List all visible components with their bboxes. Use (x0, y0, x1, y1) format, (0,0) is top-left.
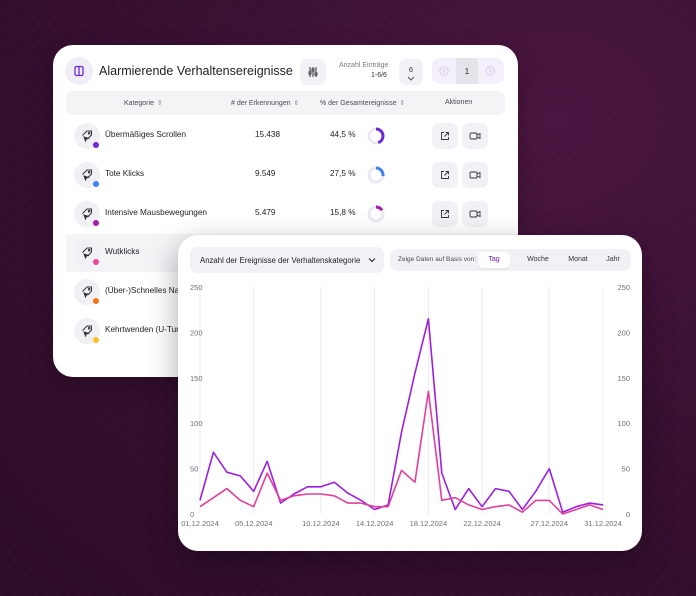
chevron-down-icon (368, 258, 376, 263)
x-tick-label: 18.12.2024 (410, 519, 448, 528)
video-icon[interactable] (462, 123, 488, 149)
y-tick-label-right: 250 (617, 283, 630, 292)
video-icon[interactable] (462, 201, 488, 227)
category-color-dot (93, 259, 99, 265)
table-row[interactable]: Übermäßiges Scrollen 15.438 44,5 % (66, 117, 518, 155)
ring-fill (367, 127, 385, 145)
share-percent: 15,8 % (330, 208, 356, 217)
external-link-icon[interactable] (432, 162, 458, 188)
category-label: Intensive Mausbewegungen (105, 208, 207, 217)
share-ring-chart (367, 166, 385, 184)
tag-cursor-icon (74, 240, 100, 266)
x-tick-label: 27.12.2024 (530, 519, 568, 528)
table-row[interactable]: Tote Klicks 9.549 27,5 % (66, 156, 518, 194)
series-line-1 (199, 318, 604, 514)
current-page[interactable]: 1 (456, 58, 478, 84)
detection-count: 5.479 (255, 208, 276, 217)
arrow-left-icon (439, 66, 449, 76)
period-tab-month[interactable]: Monat (568, 256, 588, 263)
category-label: Kehrtwenden (U-Turns) (105, 325, 191, 334)
sort-icon: ⇕ (156, 100, 163, 107)
table-row[interactable]: Intensive Mausbewegungen 5.479 15,8 % (66, 195, 518, 233)
video-icon[interactable] (462, 162, 488, 188)
column-header-label: Aktionen (445, 99, 473, 106)
sort-icon: ⇕ (293, 100, 299, 107)
entries-label: Anzahl Einträge (339, 62, 389, 69)
external-link-icon[interactable] (432, 123, 458, 149)
x-tick-label: 05.12.2024 (235, 519, 273, 528)
prev-page-button[interactable] (432, 58, 456, 84)
y-tick-label-right: 150 (617, 374, 630, 383)
x-tick-label: 31.12.2024 (584, 519, 622, 528)
ring-fill (367, 205, 385, 223)
category-color-dot (93, 181, 99, 187)
line-chart: 0 0 50 50 100 100 150 150 200 200 250 250 01.12.2024… (181, 283, 630, 528)
y-tick-label-right: 100 (617, 419, 630, 428)
y-tick-label-left: 200 (190, 328, 203, 337)
category-label: Tote Klicks (105, 169, 145, 178)
share-ring-chart (367, 205, 385, 223)
period-label: Zeige Daten auf Basis von: (398, 256, 477, 263)
category-label: Übermäßiges Scrollen (105, 130, 186, 139)
events-chart-card: Anzahl der Ereignisse der Verhaltenskate… (178, 235, 642, 551)
entries-range: 1-6/6 (371, 72, 387, 79)
y-tick-label-left: 150 (190, 374, 203, 383)
sort-icon: ⇕ (399, 100, 406, 107)
detection-count: 15.438 (255, 130, 281, 139)
chevron-down-icon (407, 76, 415, 81)
category-color-dot (93, 142, 99, 148)
y-tick-label-right: 0 (626, 510, 630, 519)
y-tick-label-left: 0 (190, 510, 194, 519)
column-header-label: Kategorie (124, 100, 154, 107)
series-line-2 (199, 390, 604, 515)
card-title: Alarmierende Verhaltensereignisse (99, 64, 293, 78)
ring-fill (367, 166, 385, 184)
y-tick-label-left: 50 (190, 465, 198, 474)
card-header: Alarmierende Verhaltensereignisse Anzahl… (53, 45, 518, 97)
category-dropdown[interactable]: Anzahl der Ereignisse der Verhaltenskate… (190, 247, 384, 273)
column-header-actions: Aktionen (445, 99, 472, 106)
detection-count: 9.549 (255, 169, 276, 178)
x-tick-label: 14.12.2024 (356, 519, 394, 528)
next-page-button[interactable] (478, 58, 502, 84)
period-tab-year[interactable]: Jahr (606, 256, 620, 263)
category-color-dot (93, 220, 99, 226)
category-color-dot (93, 298, 99, 304)
category-color-dot (93, 337, 99, 343)
column-header-share[interactable]: % der Gesamtereignisse ⇕ (320, 99, 405, 107)
x-tick-label: 10.12.2024 (302, 519, 340, 528)
y-tick-label-left: 250 (190, 283, 203, 292)
dropdown-label: Anzahl der Ereignisse der Verhaltenskate… (200, 256, 361, 265)
x-tick-label: 01.12.2024 (181, 519, 219, 528)
y-tick-label-right: 200 (617, 328, 630, 337)
logo-icon[interactable] (65, 57, 93, 85)
y-tick-label-left: 100 (190, 419, 203, 428)
arrow-right-icon (485, 66, 495, 76)
column-header-label: % der Gesamtereignisse (320, 100, 397, 107)
category-label: (Über-)Schnelles Navigieren (105, 286, 208, 295)
share-ring-chart (367, 127, 385, 145)
column-header-label: # der Erkennungen (231, 100, 291, 107)
pagination: 1 (432, 58, 504, 84)
x-tick-label: 22.12.2024 (463, 519, 501, 528)
table-header: Kategorie ⇕ # der Erkennungen ⇕ % der Gesa… (66, 91, 505, 115)
period-switch: Zeige Daten auf Basis von: Tag Woche Mon… (390, 249, 631, 271)
column-header-detections[interactable]: # der Erkennungen ⇕ (231, 99, 299, 107)
period-tab-week[interactable]: Woche (527, 256, 549, 263)
column-header-category[interactable]: Kategorie ⇕ (124, 99, 162, 107)
page-size-value: 6 (408, 65, 414, 74)
category-label: Wutklicks (105, 247, 140, 256)
y-tick-label-right: 50 (622, 465, 630, 474)
share-percent: 44,5 % (330, 130, 356, 139)
share-percent: 27,5 % (330, 169, 356, 178)
period-tab-day[interactable]: Tag (478, 252, 510, 268)
page-size-select[interactable]: 6 (399, 59, 423, 85)
external-link-icon[interactable] (432, 201, 458, 227)
sliders-icon[interactable] (300, 59, 326, 85)
